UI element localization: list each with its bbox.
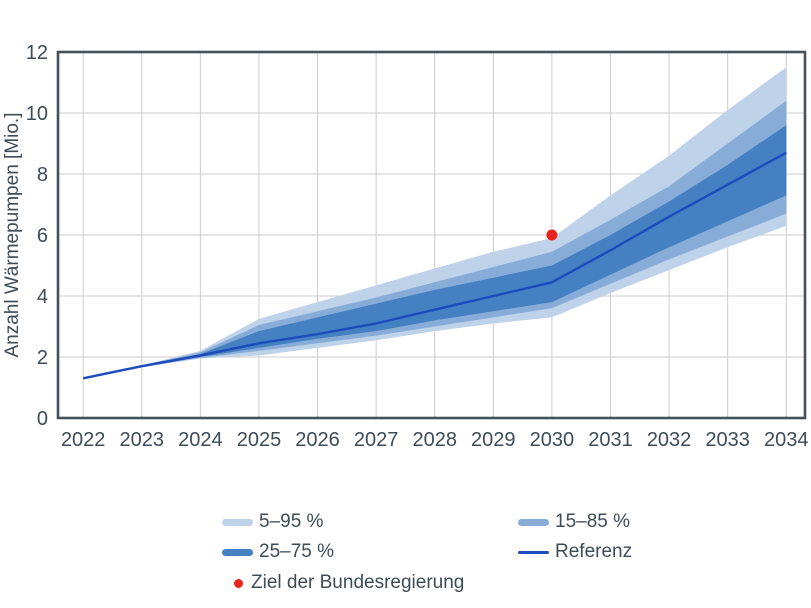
y-tick-label: 8 bbox=[37, 164, 48, 186]
y-tick-label: 10 bbox=[26, 103, 48, 125]
fan-chart: 2022 2023 2024 2025 2026 2027 2028 2029 2030 2031… bbox=[2, 42, 809, 451]
x-tick-label: 2031 bbox=[588, 429, 633, 451]
x-tick-label: 2025 bbox=[237, 429, 282, 451]
x-tick-label: 2024 bbox=[178, 429, 223, 451]
y-tick-label: 2 bbox=[37, 347, 48, 369]
x-tick-label: 2030 bbox=[530, 429, 575, 451]
legend-item-5-95: 5–95 % bbox=[222, 507, 323, 537]
legend-item-referenz: Referenz bbox=[518, 537, 632, 567]
x-tick-label: 2026 bbox=[295, 429, 340, 451]
reference-line-swatch bbox=[518, 550, 549, 554]
band-medium-swatch bbox=[518, 518, 549, 526]
legend-label-15-85: 15–85 % bbox=[555, 511, 631, 532]
y-tick-label: 4 bbox=[37, 286, 48, 308]
chart-legend: 5–95 % 15–85 % 25–75 % Referenz Ziel der… bbox=[0, 507, 811, 602]
x-tick-label: 2033 bbox=[705, 429, 750, 451]
y-tick-label: 6 bbox=[37, 225, 48, 247]
target-point bbox=[546, 229, 558, 241]
band-light-swatch bbox=[222, 518, 253, 526]
legend-item-ziel: Ziel der Bundesregierung bbox=[222, 568, 464, 598]
legend-label-5-95: 5–95 % bbox=[259, 511, 324, 532]
uncertainty-band-2 bbox=[83, 125, 787, 379]
y-tick-label: 0 bbox=[37, 408, 48, 430]
target-dot-swatch bbox=[234, 578, 243, 588]
reference-line bbox=[82, 151, 787, 380]
x-tick-label: 2027 bbox=[354, 429, 399, 451]
fan-chart-svg: 2022 2023 2024 2025 2026 2027 2028 2029 2030 2031… bbox=[2, 42, 809, 451]
legend-label-ziel: Ziel der Bundesregierung bbox=[251, 572, 465, 593]
plot-border bbox=[56, 50, 807, 420]
y-axis-label: Anzahl Wärmepumpen [Mio.] bbox=[2, 113, 23, 358]
x-tick-label: 2032 bbox=[647, 429, 692, 451]
x-tick-label: 2034 bbox=[764, 429, 809, 451]
legend-label-25-75: 25–75 % bbox=[259, 541, 335, 562]
x-tick-label: 2023 bbox=[120, 429, 165, 451]
x-tick-label: 2028 bbox=[412, 429, 457, 451]
legend-item-15-85: 15–85 % bbox=[518, 507, 630, 537]
band-dark-swatch bbox=[222, 548, 253, 556]
legend-label-referenz: Referenz bbox=[555, 541, 633, 562]
y-tick-label: 12 bbox=[26, 42, 48, 64]
legend-item-25-75: 25–75 % bbox=[222, 537, 334, 567]
x-tick-label: 2029 bbox=[471, 429, 516, 451]
x-tick-label: 2022 bbox=[61, 429, 106, 451]
